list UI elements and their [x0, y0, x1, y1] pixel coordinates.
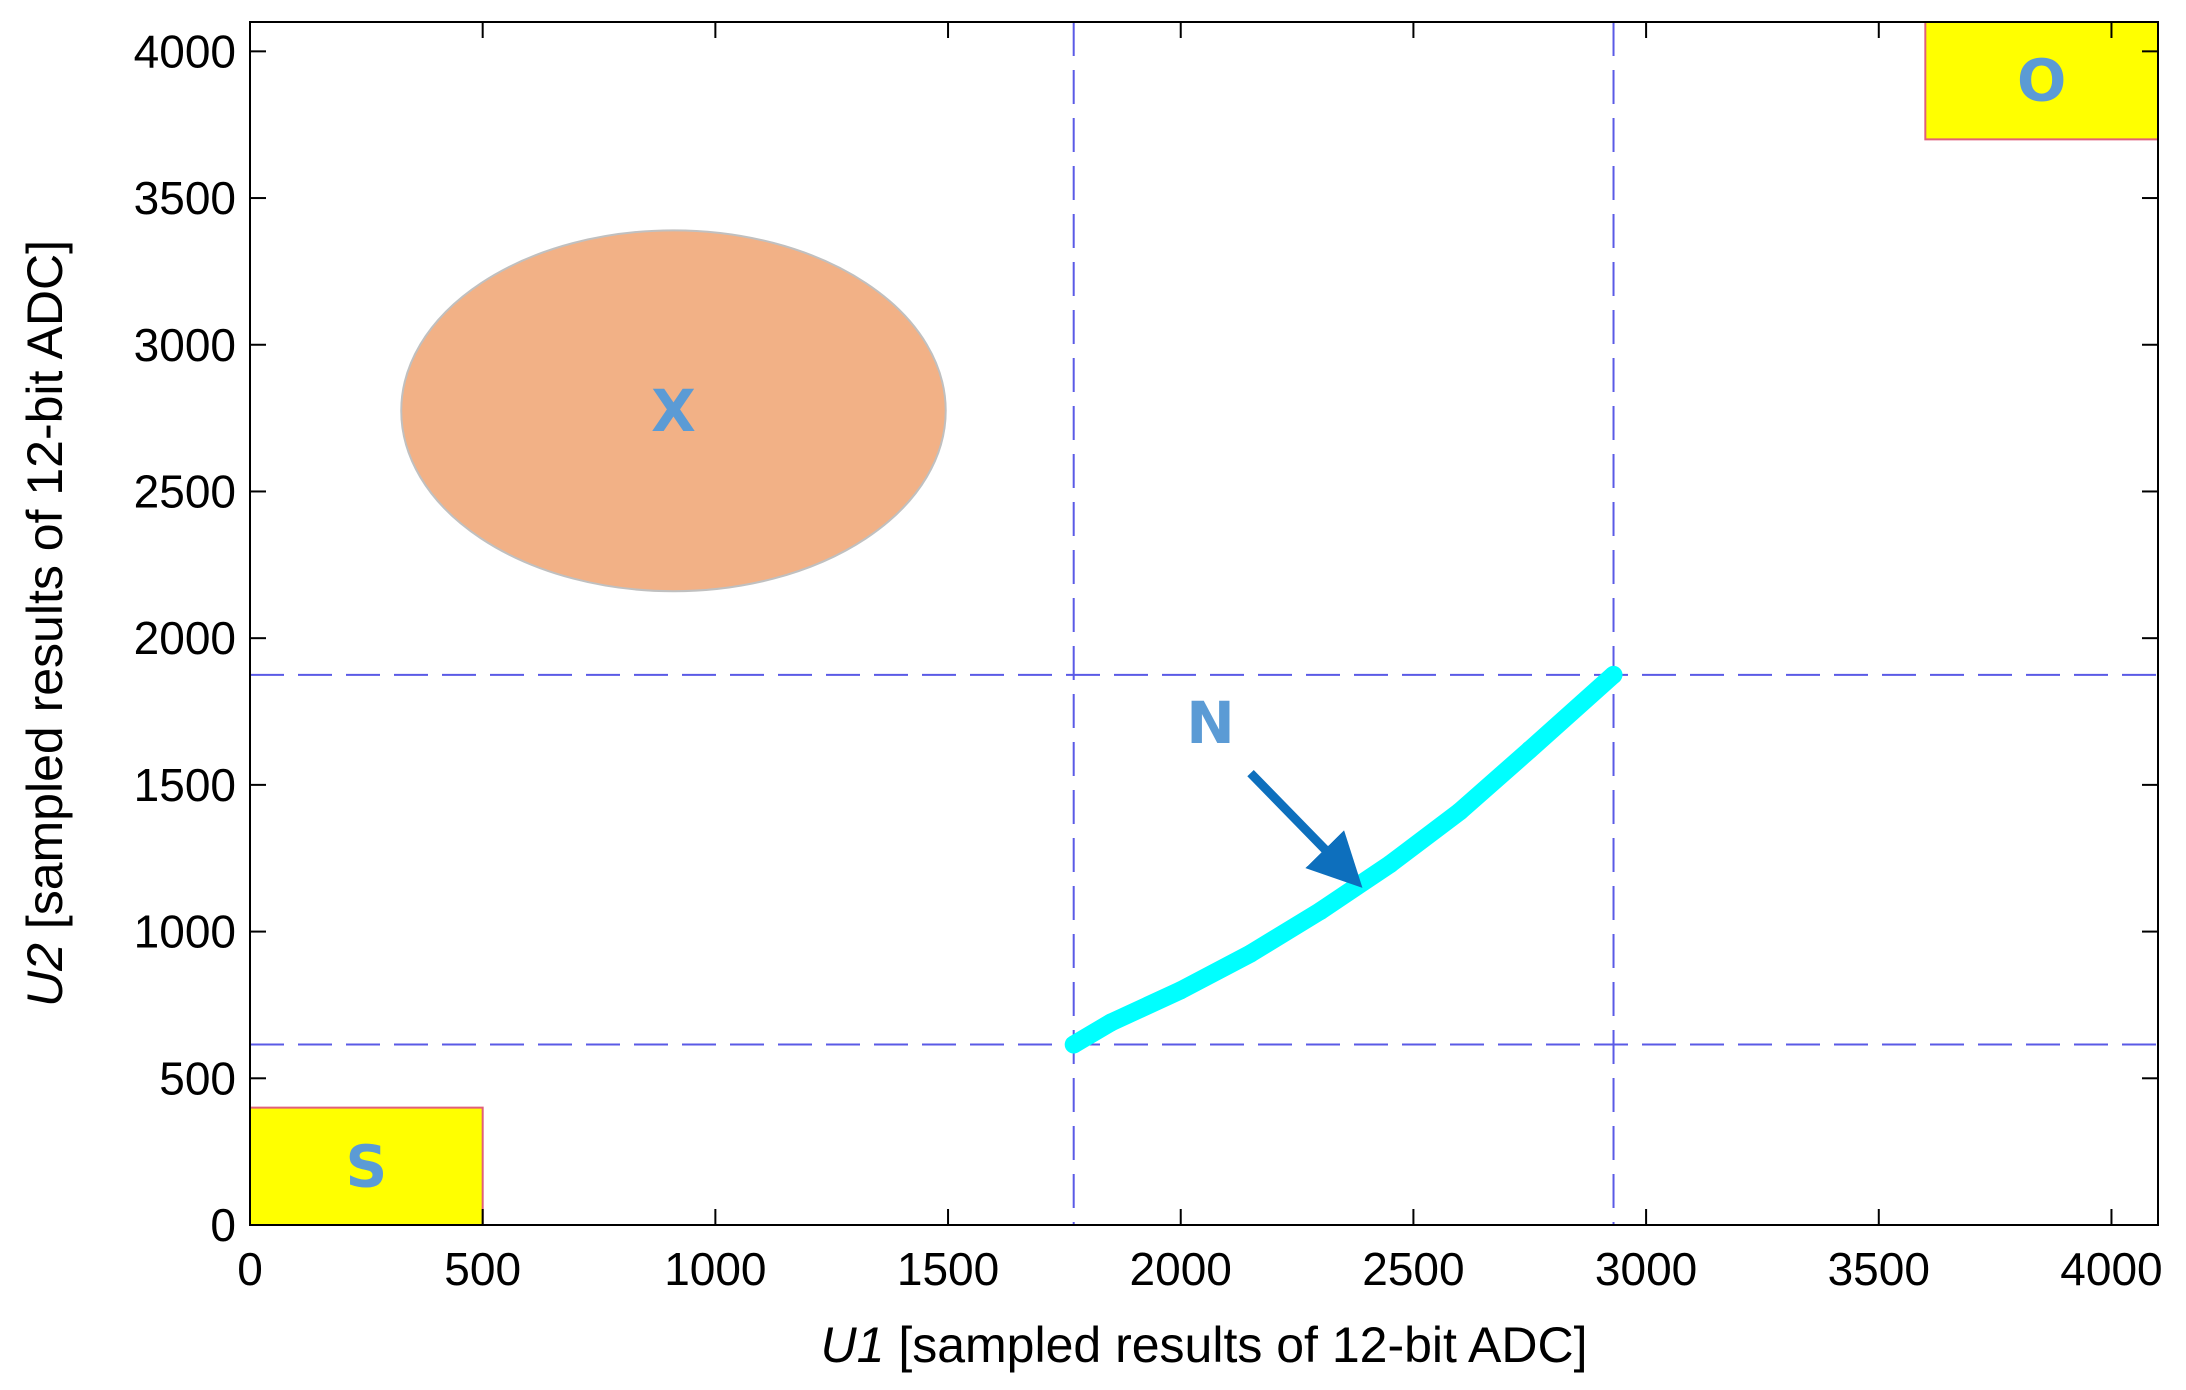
series-n-point	[1171, 981, 1190, 1000]
y-tick-label: 500	[159, 1052, 236, 1104]
region-o	[1924, 22, 2158, 141]
region-o-label: O	[2017, 47, 2066, 115]
x-axis-title-var: U1	[821, 1317, 885, 1373]
series-n-point	[1064, 1035, 1083, 1054]
y-tick-label: 4000	[134, 25, 236, 77]
x-tick-label: 4000	[2060, 1243, 2162, 1295]
series-n-point	[1241, 944, 1260, 963]
y-axis-title-var: U2	[17, 943, 73, 1007]
x-tick-label: 2000	[1130, 1243, 1232, 1295]
series-n-point	[1101, 1013, 1120, 1032]
series-layer	[1064, 665, 1623, 1054]
annotation-arrow	[1247, 769, 1363, 888]
reference-lines	[250, 22, 2158, 1225]
y-axis-title-rest: [sampled results of 12-bit ADC]	[17, 240, 73, 943]
series-n-point	[1450, 802, 1469, 821]
plot-frame	[249, 21, 2159, 1226]
x-axis: 0 500 1000 1500 2000 2500 3000 3500 4000	[237, 22, 2163, 1295]
x-tick-label: 2500	[1362, 1243, 1464, 1295]
region-s-label: S	[345, 1132, 387, 1200]
y-axis: 0 500 1000 1500 2000 2500 3000 3500 4000	[134, 25, 2158, 1251]
x-tick-label: 0	[237, 1243, 263, 1295]
series-n-label: N	[1186, 689, 1235, 757]
x-tick-label: 3000	[1595, 1243, 1697, 1295]
region-x	[400, 229, 947, 593]
series-n-point	[1520, 740, 1539, 759]
plot-background	[250, 22, 2158, 1225]
x-tick-label: 1500	[897, 1243, 999, 1295]
y-tick-label: 2000	[134, 612, 236, 664]
y-tick-label: 3500	[134, 172, 236, 224]
y-tick-label: 1500	[134, 759, 236, 811]
y-tick-label: 0	[210, 1199, 236, 1251]
series-n-point	[1381, 855, 1400, 874]
y-tick-label: 1000	[134, 906, 236, 958]
series-n-point	[1604, 665, 1623, 684]
x-tick-label: 1000	[664, 1243, 766, 1295]
x-tick-label: 3500	[1828, 1243, 1930, 1295]
region-s	[250, 1106, 484, 1225]
regions-layer	[250, 22, 2158, 1225]
region-x-label: X	[651, 377, 696, 445]
y-tick-label: 3000	[134, 319, 236, 371]
series-n-point	[1311, 902, 1330, 921]
y-axis-title: U2 [sampled results of 12-bit ADC]	[17, 240, 73, 1007]
x-axis-title-rest: [sampled results of 12-bit ADC]	[884, 1317, 1587, 1373]
annotation-layer: S O X N	[345, 47, 2066, 1201]
y-tick-label: 2500	[134, 465, 236, 517]
x-axis-title: U1 [sampled results of 12-bit ADC]	[821, 1317, 1588, 1373]
x-tick-label: 500	[444, 1243, 521, 1295]
